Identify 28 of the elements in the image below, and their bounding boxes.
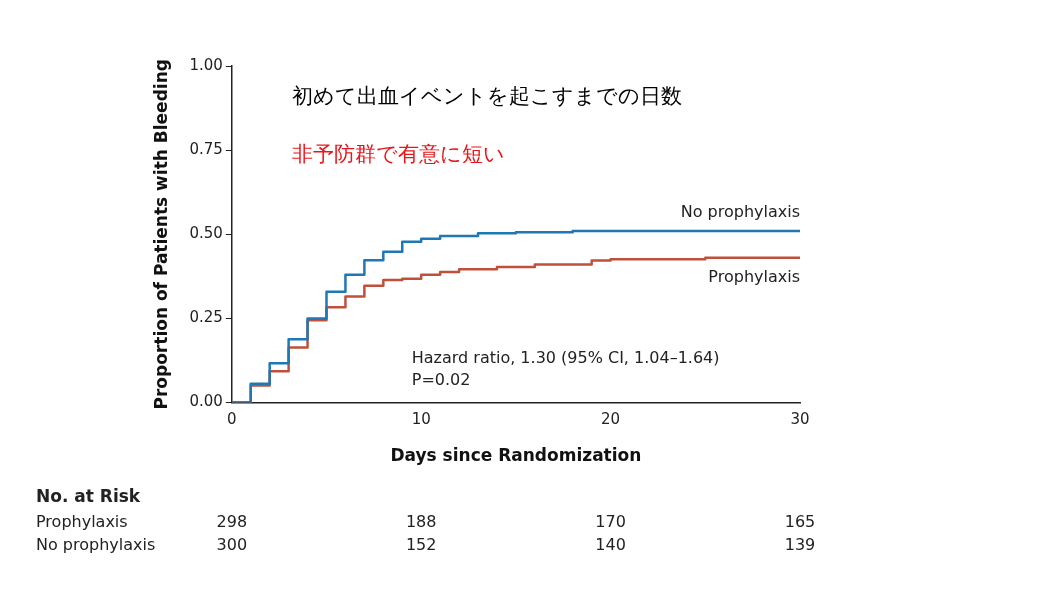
text: 300 — [216, 534, 248, 554]
text: Prophylaxis — [36, 511, 128, 531]
x-tick-label: 0 — [227, 410, 237, 429]
text: 165 — [784, 511, 816, 531]
text: 170 — [595, 511, 626, 531]
text: 初めて出血イベントを起こすまでの日数 — [291, 84, 682, 109]
y-tick-label: 0.75 — [189, 140, 223, 159]
text: 188 — [405, 511, 437, 531]
y-tick-label: 0.00 — [189, 392, 223, 411]
text: 152 — [405, 534, 437, 554]
x-tick-label: 30 — [790, 410, 810, 429]
x-tick-label: 10 — [411, 410, 431, 429]
series-label: No prophylaxis — [680, 202, 800, 222]
y-tick-label: 0.50 — [189, 224, 223, 243]
y-axis-title: Proportion of Patients with Bleeding — [150, 59, 171, 410]
annotation: P=0.02 — [411, 369, 471, 389]
x-tick-label: 20 — [601, 410, 621, 429]
annotation: Hazard ratio, 1.30 (95% CI, 1.04–1.64) — [411, 348, 720, 367]
text: 140 — [595, 534, 626, 554]
y-tick-label: 1.00 — [189, 55, 223, 74]
text: 非予防群で有意に短い — [291, 141, 505, 166]
y-tick-label: 0.25 — [189, 308, 223, 327]
text: No. at Risk — [36, 486, 141, 507]
x-axis-title: Days since Randomization — [390, 445, 642, 466]
text: No prophylaxis — [36, 534, 156, 554]
text: 139 — [784, 534, 816, 554]
text: 298 — [216, 511, 248, 531]
series-label: Prophylaxis — [708, 267, 800, 287]
